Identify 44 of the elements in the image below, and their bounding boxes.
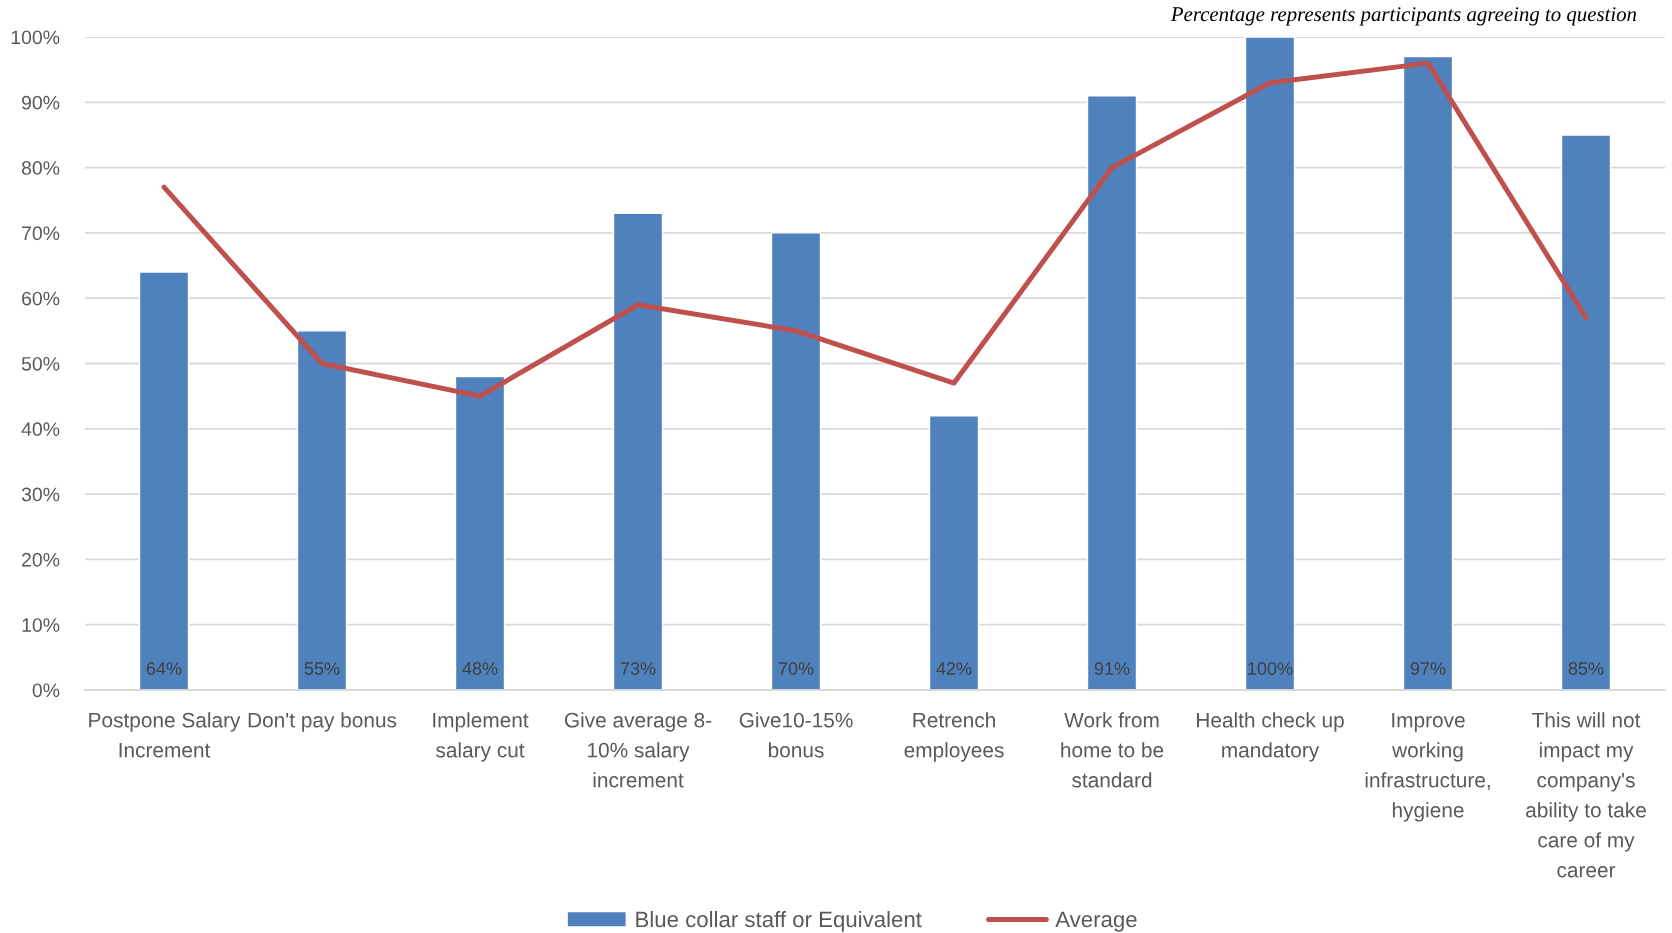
y-tick-label: 50% (21, 356, 60, 371)
data-label: 91% (1094, 662, 1130, 675)
x-tick-label: This will not impact my company's ability to take care of my career (1526, 712, 1646, 878)
bar (1086, 95, 1138, 690)
data-label: 85% (1568, 662, 1604, 675)
bar (770, 232, 822, 690)
data-label: 70% (778, 662, 814, 675)
bar (296, 330, 348, 690)
y-tick-label: 70% (22, 226, 60, 241)
bar (1560, 134, 1612, 690)
x-tick-label: Improve working infrastructure, hygiene (1365, 712, 1490, 822)
legend-label: Average (1055, 911, 1137, 932)
y-tick-label: 40% (21, 422, 60, 437)
y-tick-label: 100% (11, 30, 60, 45)
x-tick-label: Give10-15% bonus (739, 712, 853, 758)
bar (612, 212, 664, 690)
x-tick-label: Postpone Salary Increment (89, 712, 241, 758)
x-tick-label: Don't pay bonus (248, 712, 397, 732)
x-tick-label: Give average 8- 10% salary increment (564, 712, 712, 788)
y-tick-label: 0% (32, 683, 60, 698)
data-label: 64% (146, 662, 182, 675)
bar (1244, 37, 1296, 690)
data-label: 97% (1410, 662, 1446, 675)
text: Percentage represents participants agreeing to question (1170, 7, 1637, 26)
y-tick-label: 20% (22, 552, 60, 567)
y-tick-label: 30% (21, 487, 60, 502)
bar (928, 415, 980, 690)
y-tick-label: 80% (21, 161, 60, 175)
x-tick-label: Implement salary cut (433, 712, 529, 762)
x-tick-label: Retrench employees (904, 712, 1004, 762)
bar (138, 271, 190, 690)
data-label: 42% (936, 662, 972, 675)
bar (454, 375, 506, 690)
x-tick-label: Health check up mandatory (1197, 712, 1344, 762)
legend-label: Blue collar staff or Equivalent (636, 910, 922, 932)
data-label: 55% (304, 662, 340, 675)
data-label: 73% (620, 662, 656, 675)
y-tick-label: 60% (22, 291, 60, 306)
y-tick-label: 10% (22, 618, 60, 632)
x-tick-label: Work from home to be standard (1061, 712, 1164, 788)
data-label: 48% (462, 662, 498, 675)
data-label: 100% (1248, 662, 1293, 675)
bar (1402, 55, 1454, 690)
y-tick-label: 90% (22, 95, 60, 110)
